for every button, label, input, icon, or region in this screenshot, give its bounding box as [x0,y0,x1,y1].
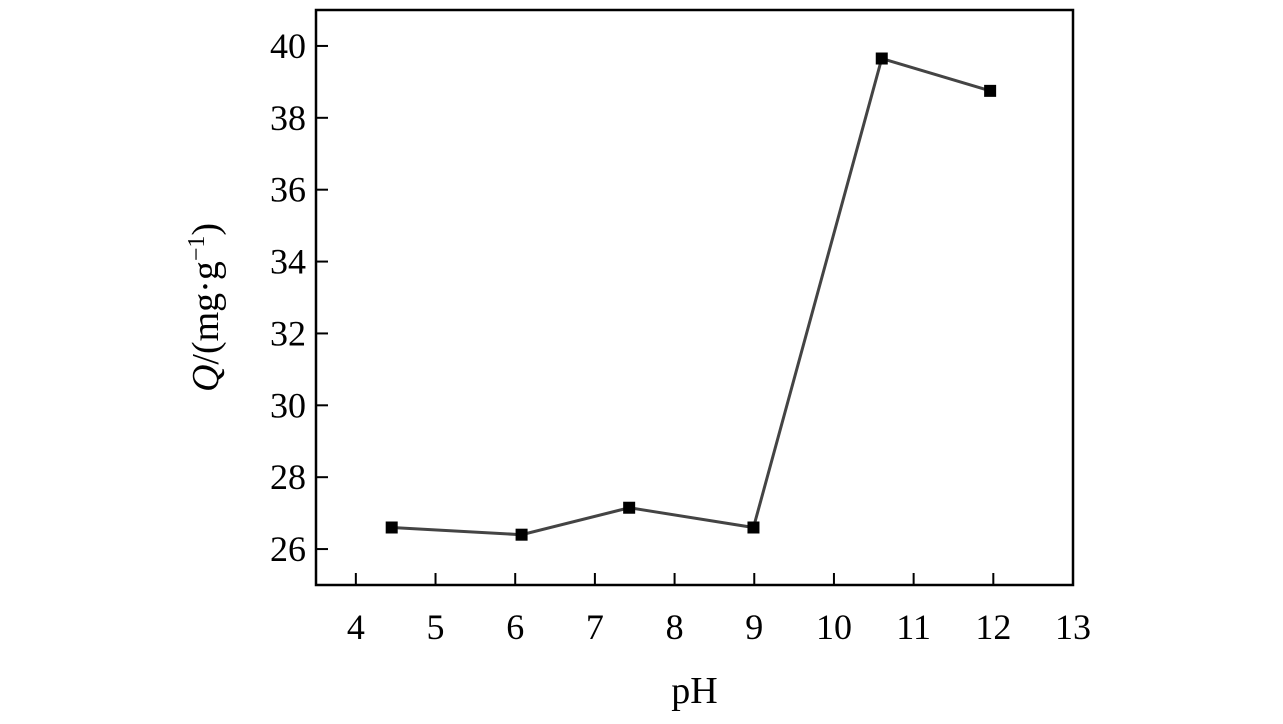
x-tick-label: 10 [816,607,852,647]
series-line [391,56,991,537]
x-tick-label: 13 [1055,607,1091,647]
data-point [623,501,636,514]
y-tick-label: 38 [270,98,306,138]
x-tick-label: 4 [347,607,365,647]
y-axis-label-variable: Q [185,365,227,392]
x-tick-label: 8 [666,607,684,647]
data-point [515,528,528,541]
plot-frame [314,8,1075,587]
y-tick-label: 34 [270,242,306,282]
y-axis-label-close: ) [185,223,227,236]
x-tick-label: 5 [427,607,445,647]
y-axis-label: Q/(mg·g−1) [184,223,227,392]
x-tick-label: 9 [745,607,763,647]
y-tick-label: 32 [270,313,306,353]
x-tick-label: 6 [506,607,524,647]
data-point [385,521,398,534]
series-group [385,52,997,541]
data-point [984,84,997,97]
data-point [875,52,888,65]
y-tick-label: 26 [270,529,306,569]
x-tick-label: 12 [975,607,1011,647]
x-axis-ticks: 4 5 6 7 8 9 10 11 12 13 [347,573,1091,647]
x-axis-label: pH [671,670,717,712]
y-tick-label: 28 [270,457,306,497]
y-tick-label: 40 [270,26,306,66]
y-axis-label-unit: /(mg·g [185,261,227,364]
x-tick-label: 11 [896,607,931,647]
y-tick-label: 36 [270,170,306,210]
y-tick-label: 30 [270,385,306,425]
y-axis-label-superscript: −1 [184,236,210,262]
data-point [747,521,760,534]
x-tick-label: 7 [586,607,604,647]
y-axis-ticks: 26 28 30 32 34 36 38 40 [270,26,328,569]
